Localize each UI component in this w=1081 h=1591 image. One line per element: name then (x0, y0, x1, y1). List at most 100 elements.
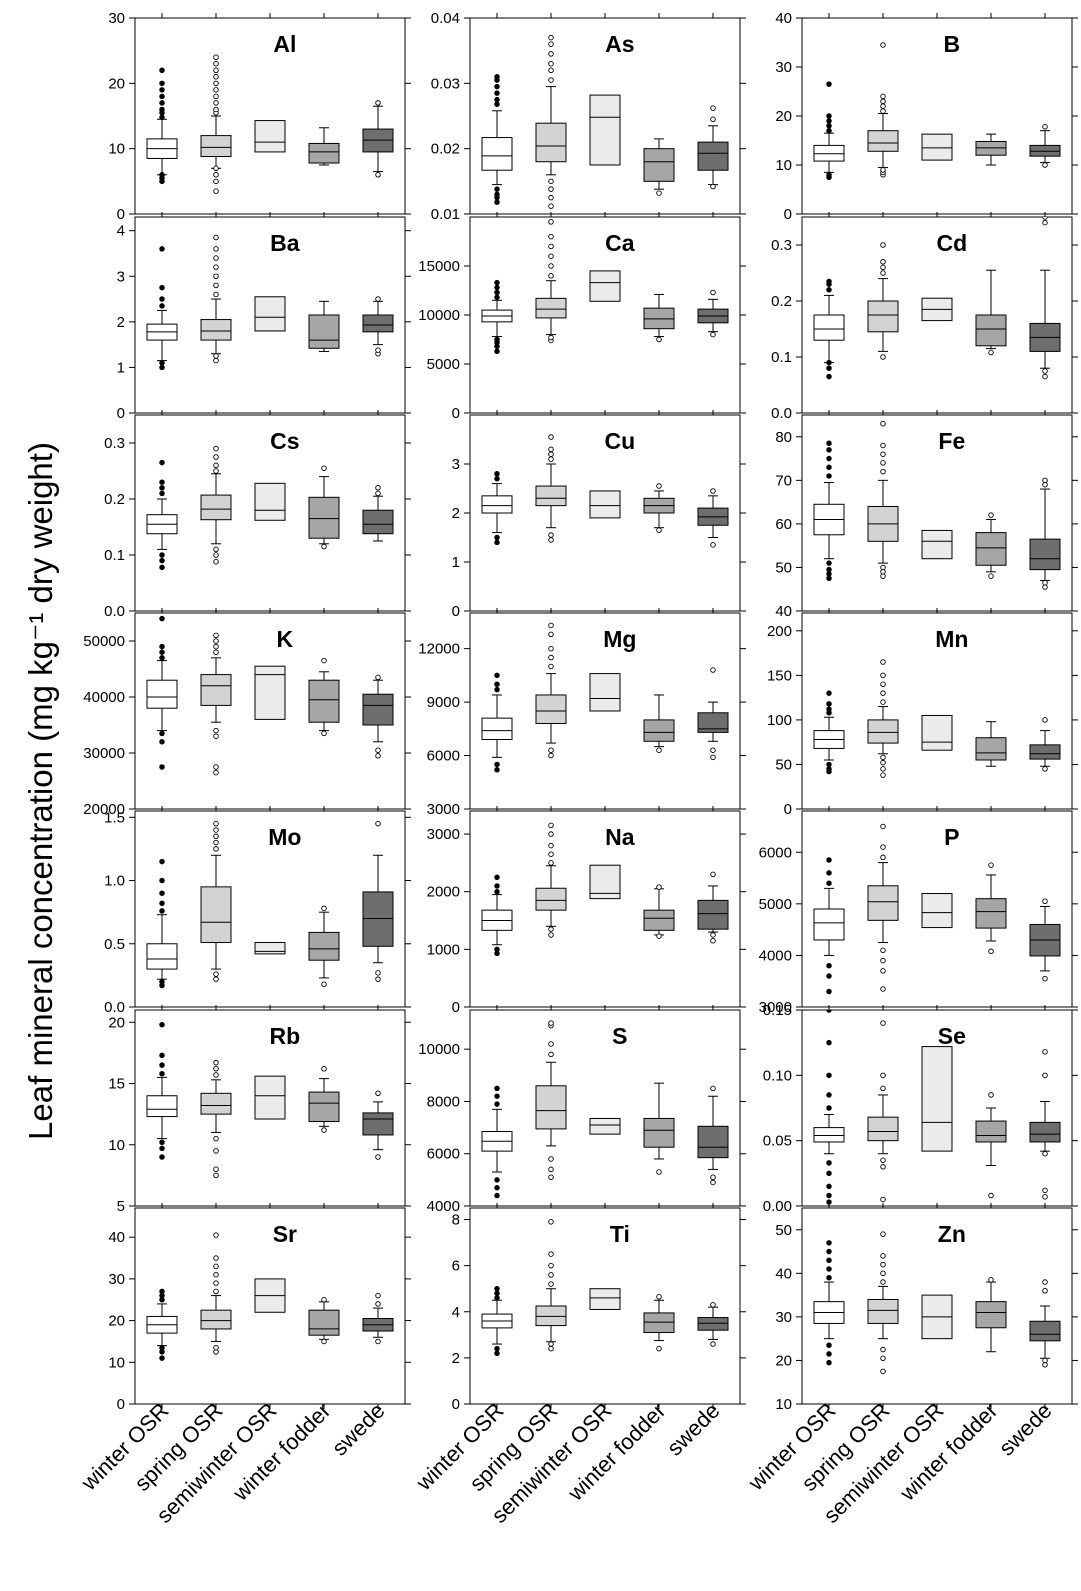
outlier-point (826, 113, 832, 119)
outlier-point (321, 1127, 327, 1133)
plot-area (146, 234, 394, 371)
box-spring-osr (200, 820, 232, 982)
outlier-point (880, 1072, 886, 1079)
y-tick-label: 4000 (427, 1198, 460, 1215)
outlier-point (826, 1351, 832, 1357)
panel-frame (469, 216, 741, 414)
outlier-point (656, 1345, 662, 1352)
panel-mn: 0 50 100 150 200 Mn (767, 608, 1078, 818)
box-winter-osr (813, 690, 845, 775)
outlier-point (880, 681, 886, 688)
y-tick-label: 4 (117, 223, 125, 240)
box-winter-fodder (643, 884, 675, 939)
outlier-point (213, 1172, 219, 1179)
outlier-point (159, 1139, 165, 1146)
outlier-point (880, 259, 886, 265)
y-tick-label: 0.0 (104, 999, 125, 1016)
outlier-point (548, 194, 554, 201)
outlier-point (375, 100, 381, 106)
box-iqr (146, 1095, 178, 1118)
y-tick-label: 15000 (418, 258, 460, 275)
outlier-point (159, 643, 165, 650)
outlier-point (321, 657, 327, 664)
outlier-point (826, 1342, 832, 1348)
box-winter-fodder (975, 269, 1007, 356)
box-spring-osr (867, 659, 899, 778)
outlier-point (159, 114, 165, 121)
outlier-point (1042, 1049, 1048, 1055)
y-tick-label: 0 (452, 1396, 460, 1413)
outlier-point (880, 1164, 886, 1170)
box-iqr (697, 141, 729, 171)
outlier-point (548, 219, 554, 225)
y-tick-label: 200 (767, 623, 792, 640)
outlier-point (159, 552, 165, 558)
outlier-point (548, 186, 554, 192)
outlier-point (213, 172, 219, 178)
outlier-point (548, 263, 554, 269)
box-semiwinter-osr (921, 893, 953, 929)
outlier-point (159, 1145, 165, 1152)
y-tick-label: 50 (775, 559, 792, 576)
outlier-point (880, 1368, 886, 1375)
box-swede (362, 1090, 394, 1160)
y-tick-label: 20 (108, 1313, 125, 1330)
y-tick-label: 1.0 (104, 873, 125, 890)
panel-cu: 0 1 2 3 Cu (452, 410, 746, 620)
box-winter-osr (481, 1085, 513, 1199)
outlier-point (826, 706, 832, 712)
y-tick-label: 3 (117, 268, 125, 285)
y-tick-label: 0 (784, 206, 792, 223)
outlier-point (548, 752, 554, 759)
outlier-point (375, 1301, 381, 1307)
y-tick-label: 4 (452, 1304, 460, 1321)
box-iqr (362, 1112, 394, 1136)
outlier-point (375, 747, 381, 753)
box-winter-osr (146, 858, 178, 989)
outlier-point (548, 747, 554, 753)
outlier-point (375, 976, 381, 982)
y-tick-label: 3000 (427, 801, 460, 818)
outlier-point (548, 446, 554, 453)
panel-title: K (277, 626, 294, 652)
outlier-point (656, 336, 662, 343)
box-swede (1029, 124, 1061, 168)
outlier-point (494, 279, 500, 286)
outlier-point (826, 761, 832, 768)
outlier-point (494, 471, 500, 477)
outlier-point (159, 296, 165, 302)
y-tick-label: 10000 (418, 307, 460, 324)
outlier-point (880, 1157, 886, 1164)
outlier-point (213, 558, 219, 565)
outlier-point (321, 543, 327, 550)
outlier-point (826, 1092, 832, 1098)
y-tick-label: 0.05 (763, 1133, 792, 1150)
box-iqr (867, 1116, 899, 1142)
outlier-point (213, 638, 219, 644)
box-semiwinter-osr (921, 714, 953, 751)
y-tick-label: 30 (775, 1309, 792, 1326)
outlier-point (1042, 1194, 1048, 1200)
box-spring-osr (200, 234, 232, 364)
outlier-point (213, 632, 219, 639)
outlier-point (826, 123, 832, 129)
plot-area (813, 217, 1061, 380)
box-winter-osr (146, 459, 178, 571)
y-tick-label: 5 (117, 1198, 125, 1215)
y-tick-label: 30 (108, 1271, 125, 1288)
panel-frame (801, 17, 1073, 215)
box-winter-osr (146, 615, 178, 770)
outlier-point (494, 1192, 500, 1199)
outlier-point (159, 564, 165, 571)
box-iqr (308, 1309, 340, 1336)
box-iqr (697, 1317, 729, 1331)
y-tick-label: 0.03 (431, 75, 460, 92)
plot-area (146, 615, 394, 776)
box-winter-fodder (643, 1294, 675, 1352)
outlier-point (548, 51, 554, 57)
box-iqr (535, 122, 567, 163)
plot-area (813, 1231, 1061, 1375)
box-iqr (589, 270, 621, 302)
outlier-point (494, 1295, 500, 1301)
box-iqr (975, 1301, 1007, 1329)
